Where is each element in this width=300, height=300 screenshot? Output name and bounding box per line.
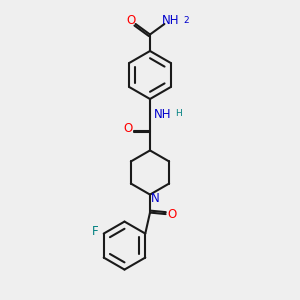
Text: O: O <box>167 208 176 220</box>
Text: H: H <box>175 110 181 118</box>
Text: NH: NH <box>162 14 180 27</box>
Text: N: N <box>151 192 160 205</box>
Text: F: F <box>92 225 99 238</box>
Text: NH: NH <box>154 107 171 121</box>
Text: 2: 2 <box>184 16 189 25</box>
Text: O: O <box>127 14 136 28</box>
Text: O: O <box>123 122 132 136</box>
